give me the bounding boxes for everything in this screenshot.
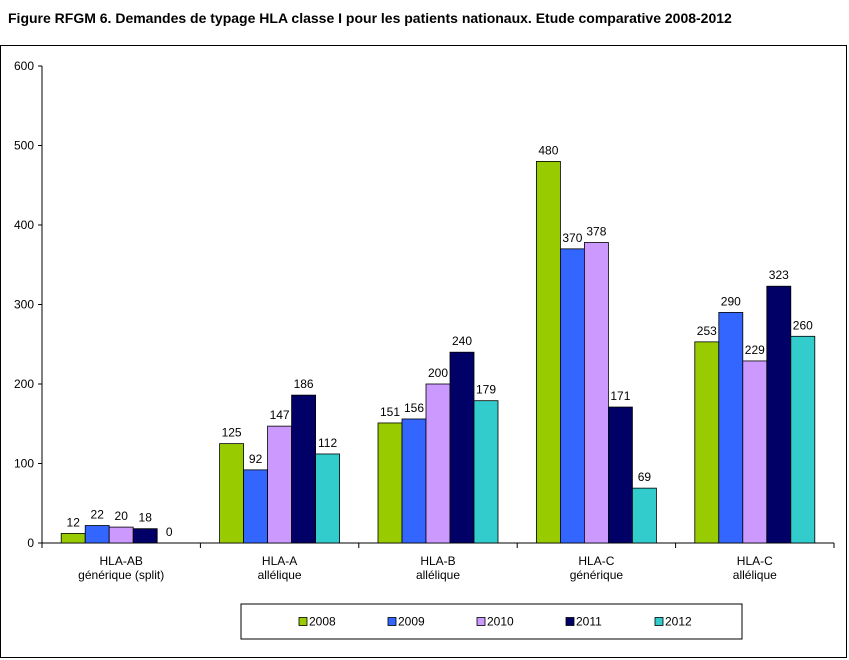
data-label: 179 [476,383,496,397]
data-label: 253 [697,324,717,338]
y-tick-label: 400 [14,218,34,232]
legend-swatch [298,617,308,626]
data-label: 20 [115,509,129,523]
bar [315,453,341,544]
bar [267,425,293,544]
legend-label: 2010 [487,615,514,629]
x-tick-label: allélique [258,568,302,582]
data-label: 323 [769,268,789,282]
data-label: 260 [793,318,813,332]
legend-swatch [387,617,397,626]
x-tick-label: HLA-A [262,554,297,568]
data-label: 12 [67,515,81,529]
chart-frame [0,45,847,658]
data-label: 229 [745,343,765,357]
data-label: 112 [318,436,337,450]
data-label: 69 [638,470,652,484]
data-label: 171 [610,389,630,403]
x-tick-label: HLA-C [737,554,773,568]
bar [742,360,768,544]
legend-label: 2008 [309,615,336,629]
data-label: 92 [249,452,263,466]
y-tick-label: 300 [14,298,34,312]
bar [473,400,499,544]
bar [401,418,427,544]
data-label: 22 [91,508,105,522]
y-tick-label: 100 [14,457,34,471]
bar [60,533,86,544]
data-label: 480 [538,143,558,157]
bar [291,394,317,544]
legend-label: 2009 [398,615,425,629]
legend-swatch [565,617,575,626]
data-labels: 12 125 151 480 253 22 92 156 370 290 20 147 200 378 22… [67,143,814,539]
bar [84,525,110,544]
bar [132,528,158,544]
bar [219,443,245,544]
x-tick-label: allélique [733,568,777,582]
bar [243,469,269,544]
data-label: 378 [586,224,606,238]
bar [449,351,475,544]
data-label: 240 [452,334,472,348]
data-label: 290 [721,294,741,308]
y-tick-label: 200 [14,377,34,391]
data-label: 151 [380,405,400,419]
bar [718,312,744,544]
y-tick-label: 500 [14,139,34,153]
data-label: 186 [294,377,314,391]
bar [536,160,561,544]
legend: 2008 2009 2010 2011 2012 [240,603,743,640]
data-label: 147 [270,408,290,422]
legend-label: 2011 [576,615,602,629]
x-tick-label: HLA-B [420,554,455,568]
data-label: 200 [428,366,448,380]
bar [108,526,134,544]
bar [425,383,451,544]
legend-swatch [654,617,664,626]
data-label: 125 [222,426,242,440]
chart-title: Figure RFGM 6. Demandes de typage HLA cl… [8,10,732,26]
data-label: 156 [404,401,424,415]
x-tick-label: HLA-C [578,554,614,568]
bar [560,248,585,544]
bar [584,242,609,544]
x-tick-label: allélique [416,568,460,582]
data-label: 18 [139,511,153,525]
bar [632,487,657,544]
bar [608,406,633,544]
bar [790,335,816,544]
x-tick-label: générique [570,568,624,582]
data-label: 0 [166,525,173,539]
x-tick-label: générique (split) [78,568,164,582]
legend-swatch [476,617,486,626]
legend-label: 2012 [665,615,692,629]
bar [766,285,792,544]
y-tick-label: 600 [14,59,34,73]
data-label: 370 [562,231,582,245]
bar [377,422,403,544]
y-tick-label: 0 [27,536,34,550]
bars [60,160,816,544]
x-tick-label: HLA-AB [100,554,143,568]
bar [694,341,720,544]
